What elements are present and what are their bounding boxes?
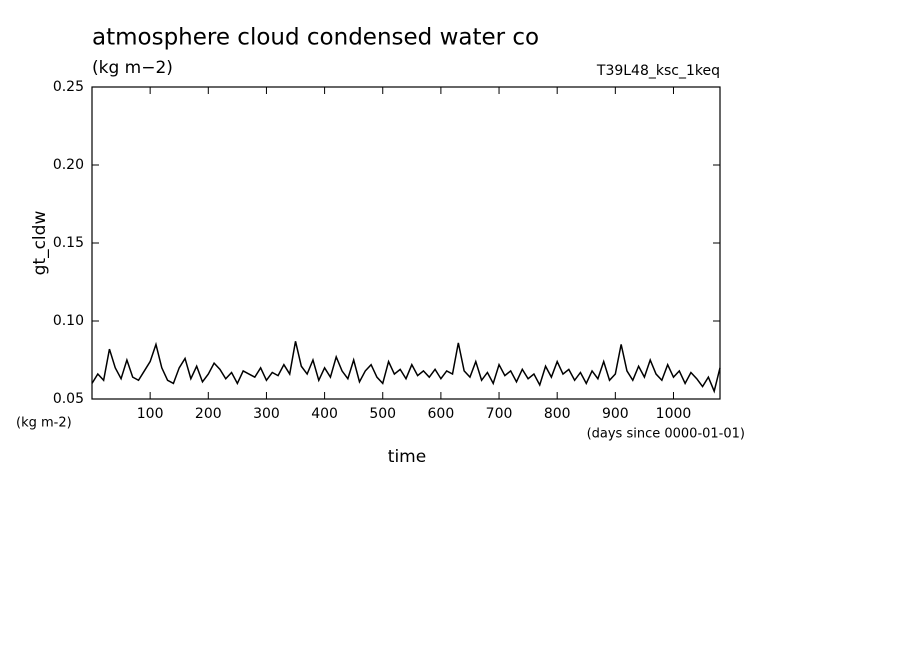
x-tick-label: 900 — [602, 406, 629, 422]
x-tick-label: 700 — [486, 406, 513, 422]
x-tick-label: 1000 — [656, 406, 692, 422]
y-unit: (kg m-2) — [16, 416, 72, 431]
y-tick-label: 0.20 — [53, 157, 84, 173]
annotation: T39L48_ksc_1keq — [596, 63, 720, 79]
y-axis-label: gt_cldw — [30, 211, 50, 276]
x-tick-label: 300 — [253, 406, 280, 422]
x-tick-label: 600 — [428, 406, 455, 422]
x-axis-label: time — [388, 447, 426, 467]
x-tick-label: 800 — [544, 406, 571, 422]
y-tick-label: 0.15 — [53, 235, 84, 251]
x-tick-label: 200 — [195, 406, 222, 422]
subtitle: (kg m−2) — [92, 58, 173, 78]
y-tick-label: 0.05 — [53, 391, 84, 407]
data-line — [91, 341, 721, 394]
x-tick-label: 500 — [369, 406, 396, 422]
chart-title: atmosphere cloud condensed water co — [92, 25, 539, 51]
x-unit: (days since 0000-01-01) — [587, 427, 745, 442]
y-tick-label: 0.10 — [53, 313, 84, 329]
x-tick-label: 100 — [137, 406, 164, 422]
y-tick-label: 0.25 — [53, 79, 84, 95]
x-tick-label: 400 — [311, 406, 338, 422]
